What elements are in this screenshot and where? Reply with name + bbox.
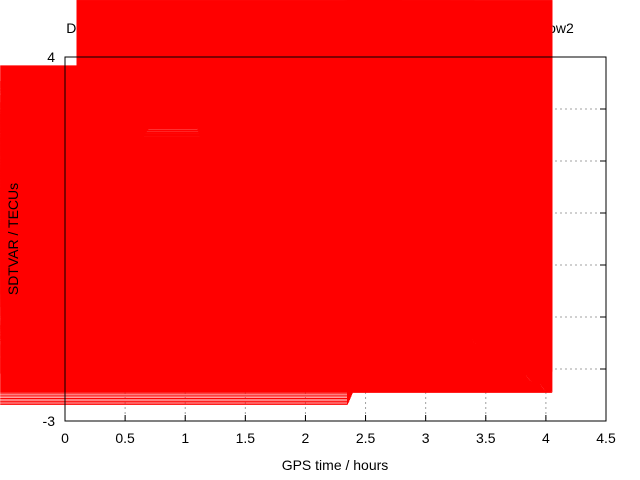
x-tick-label: 3.5 — [476, 430, 496, 446]
y-axis-label: SDTVAR / TECUs — [5, 183, 21, 295]
y-tick-label: -3 — [43, 413, 56, 429]
x-tick-label: 0 — [61, 430, 69, 446]
x-tick-label: 2.5 — [356, 430, 376, 446]
series-layer — [0, 0, 553, 405]
x-tick-label: 1 — [181, 430, 189, 446]
series-track-g — [0, 0, 553, 405]
x-tick-label: 4 — [542, 430, 550, 446]
plot-frame — [64, 56, 607, 422]
y-tick-label: 4 — [47, 49, 55, 65]
x-tick-label: 1.5 — [236, 430, 256, 446]
x-tick-label: 0.5 — [115, 430, 135, 446]
x-tick-label: 3 — [422, 430, 430, 446]
x-axis-label: GPS time / hours — [282, 457, 389, 473]
x-tick-label: 2 — [302, 430, 310, 446]
x-tick-label: 4.5 — [596, 430, 616, 446]
